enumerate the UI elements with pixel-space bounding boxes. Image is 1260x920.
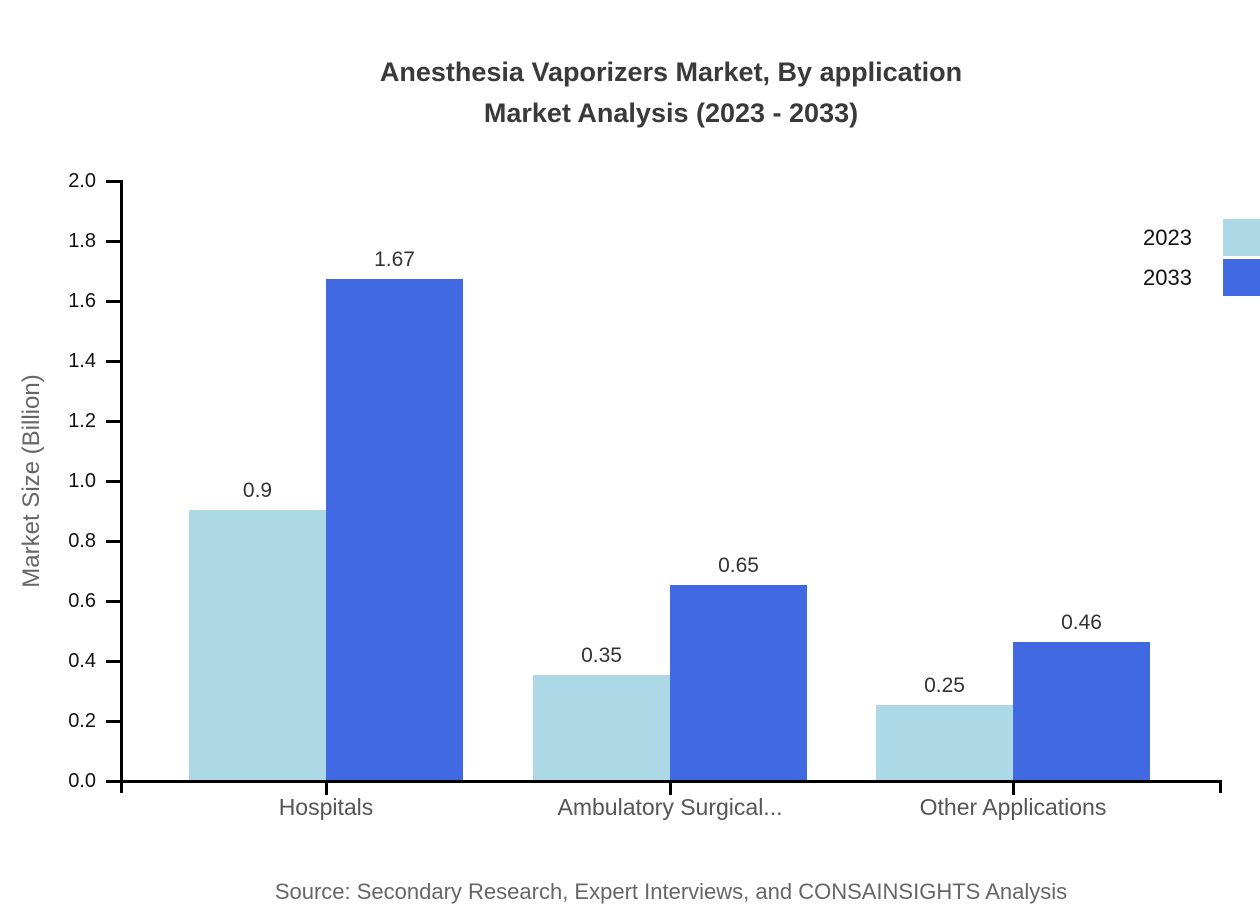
x-category-label: Ambulatory Surgical... — [557, 794, 783, 820]
y-tick-label: 1.8 — [68, 230, 96, 252]
bar-2023-ambulatory-surgical — [533, 675, 670, 780]
y-tick-label: 1.4 — [68, 350, 96, 372]
legend-swatch — [1223, 219, 1260, 256]
x-category-label: Other Applications — [919, 794, 1107, 820]
y-tick-mark — [106, 180, 120, 183]
chart-title: Anesthesia Vaporizers Market, By applica… — [82, 52, 1260, 134]
y-tick-mark — [106, 780, 120, 783]
y-tick-mark — [106, 360, 120, 363]
y-tick-mark — [106, 420, 120, 423]
legend-item-2023: 2023 — [1143, 219, 1260, 256]
y-tick-mark — [106, 540, 120, 543]
legend-label: 2023 — [1143, 224, 1192, 250]
x-tick-mark — [1012, 783, 1015, 795]
legend-swatch — [1223, 259, 1260, 296]
y-tick-label: 0.0 — [68, 770, 96, 792]
bar-2023-other-applications — [876, 705, 1013, 780]
bar-2023-hospitals — [189, 510, 326, 780]
legend-item-2033: 2033 — [1143, 259, 1260, 296]
chart-title-line2: Market Analysis (2023 - 2033) — [483, 98, 859, 128]
y-tick-label: 0.2 — [68, 710, 96, 732]
bar-2033-hospitals — [326, 279, 463, 780]
y-tick-mark — [106, 600, 120, 603]
y-tick-mark — [106, 720, 120, 723]
y-axis-line — [120, 180, 123, 793]
x-tick-mark — [325, 783, 328, 795]
bar-2033-ambulatory-surgical — [670, 585, 807, 780]
legend: 2023 2033 — [1143, 219, 1260, 299]
y-tick-mark — [106, 300, 120, 303]
y-tick-label: 1.0 — [68, 470, 96, 492]
y-tick-mark — [106, 240, 120, 243]
bar-value-label: 0.25 — [924, 674, 965, 697]
bar-value-label: 0.65 — [718, 554, 759, 577]
y-tick-mark — [106, 660, 120, 663]
y-tick-label: 1.2 — [68, 410, 96, 432]
y-tick-label: 0.4 — [68, 650, 96, 672]
x-axis-line — [120, 780, 1222, 783]
x-axis-end-tick — [1219, 780, 1222, 793]
bar-value-label: 0.46 — [1061, 611, 1102, 634]
source-note: Source: Secondary Research, Expert Inter… — [274, 879, 1068, 904]
chart-title-line1: Anesthesia Vaporizers Market, By applica… — [379, 57, 963, 87]
y-tick-label: 2.0 — [68, 170, 96, 192]
bar-value-label: 0.9 — [242, 479, 273, 502]
bar-value-label: 0.35 — [581, 644, 622, 667]
bar-2033-other-applications — [1013, 642, 1150, 780]
x-category-label: Hospitals — [278, 794, 374, 820]
bar-value-label: 1.67 — [374, 248, 415, 271]
legend-label: 2033 — [1143, 264, 1192, 290]
x-tick-mark — [669, 783, 672, 795]
y-tick-label: 0.6 — [68, 590, 96, 612]
y-tick-label: 0.8 — [68, 530, 96, 552]
y-tick-mark — [106, 480, 120, 483]
y-tick-label: 1.6 — [68, 290, 96, 312]
